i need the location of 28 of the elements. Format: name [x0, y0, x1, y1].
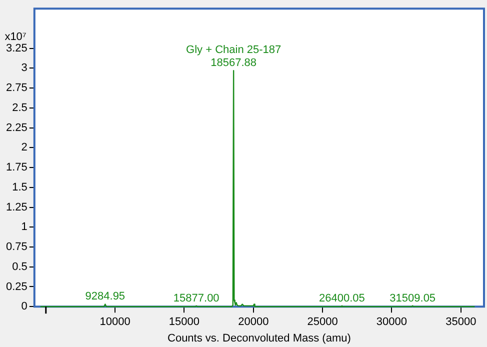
y-tick-label: 1.25 — [6, 201, 28, 214]
y-tick-label: 1 — [21, 221, 28, 234]
y-tick-label: 1.5 — [12, 181, 28, 194]
x-tick-label: 20000 — [238, 316, 269, 328]
y-tick-label: 2.5 — [12, 102, 28, 114]
y-tick-label: 2 — [21, 142, 28, 154]
y-tick-label: 1.75 — [6, 162, 28, 174]
y-tick-label: 3.25 — [6, 42, 28, 54]
x-tick-label: 10000 — [100, 316, 130, 328]
x-tick-label: 35000 — [446, 316, 476, 328]
y-tick-label: 3 — [21, 62, 28, 74]
x-axis-title: Counts vs. Deconvoluted Mass (amu) — [167, 332, 351, 344]
annotation: Gly + Chain 25-187 — [186, 44, 282, 56]
x-tick-label: 25000 — [307, 316, 338, 328]
y-axis-title: x10⁷ — [4, 30, 26, 43]
x-tick-label: 15000 — [168, 316, 200, 328]
y-tick-label: 2.75 — [6, 82, 28, 94]
y-tick-label: 0.5 — [12, 260, 28, 273]
y-tick-label: 0.75 — [6, 241, 28, 254]
annotation: 18567.88 — [210, 57, 257, 70]
y-tick-label: 0.25 — [6, 280, 28, 293]
annotation: 26400.05 — [318, 292, 365, 304]
y-tick-label: 0 — [21, 300, 28, 313]
annotation: 9284.95 — [85, 290, 126, 303]
x-tick-label: 30000 — [376, 316, 408, 328]
annotation: 15877.00 — [173, 292, 220, 304]
y-tick-label: 2.25 — [6, 122, 28, 134]
annotation: 31509.05 — [390, 292, 436, 304]
